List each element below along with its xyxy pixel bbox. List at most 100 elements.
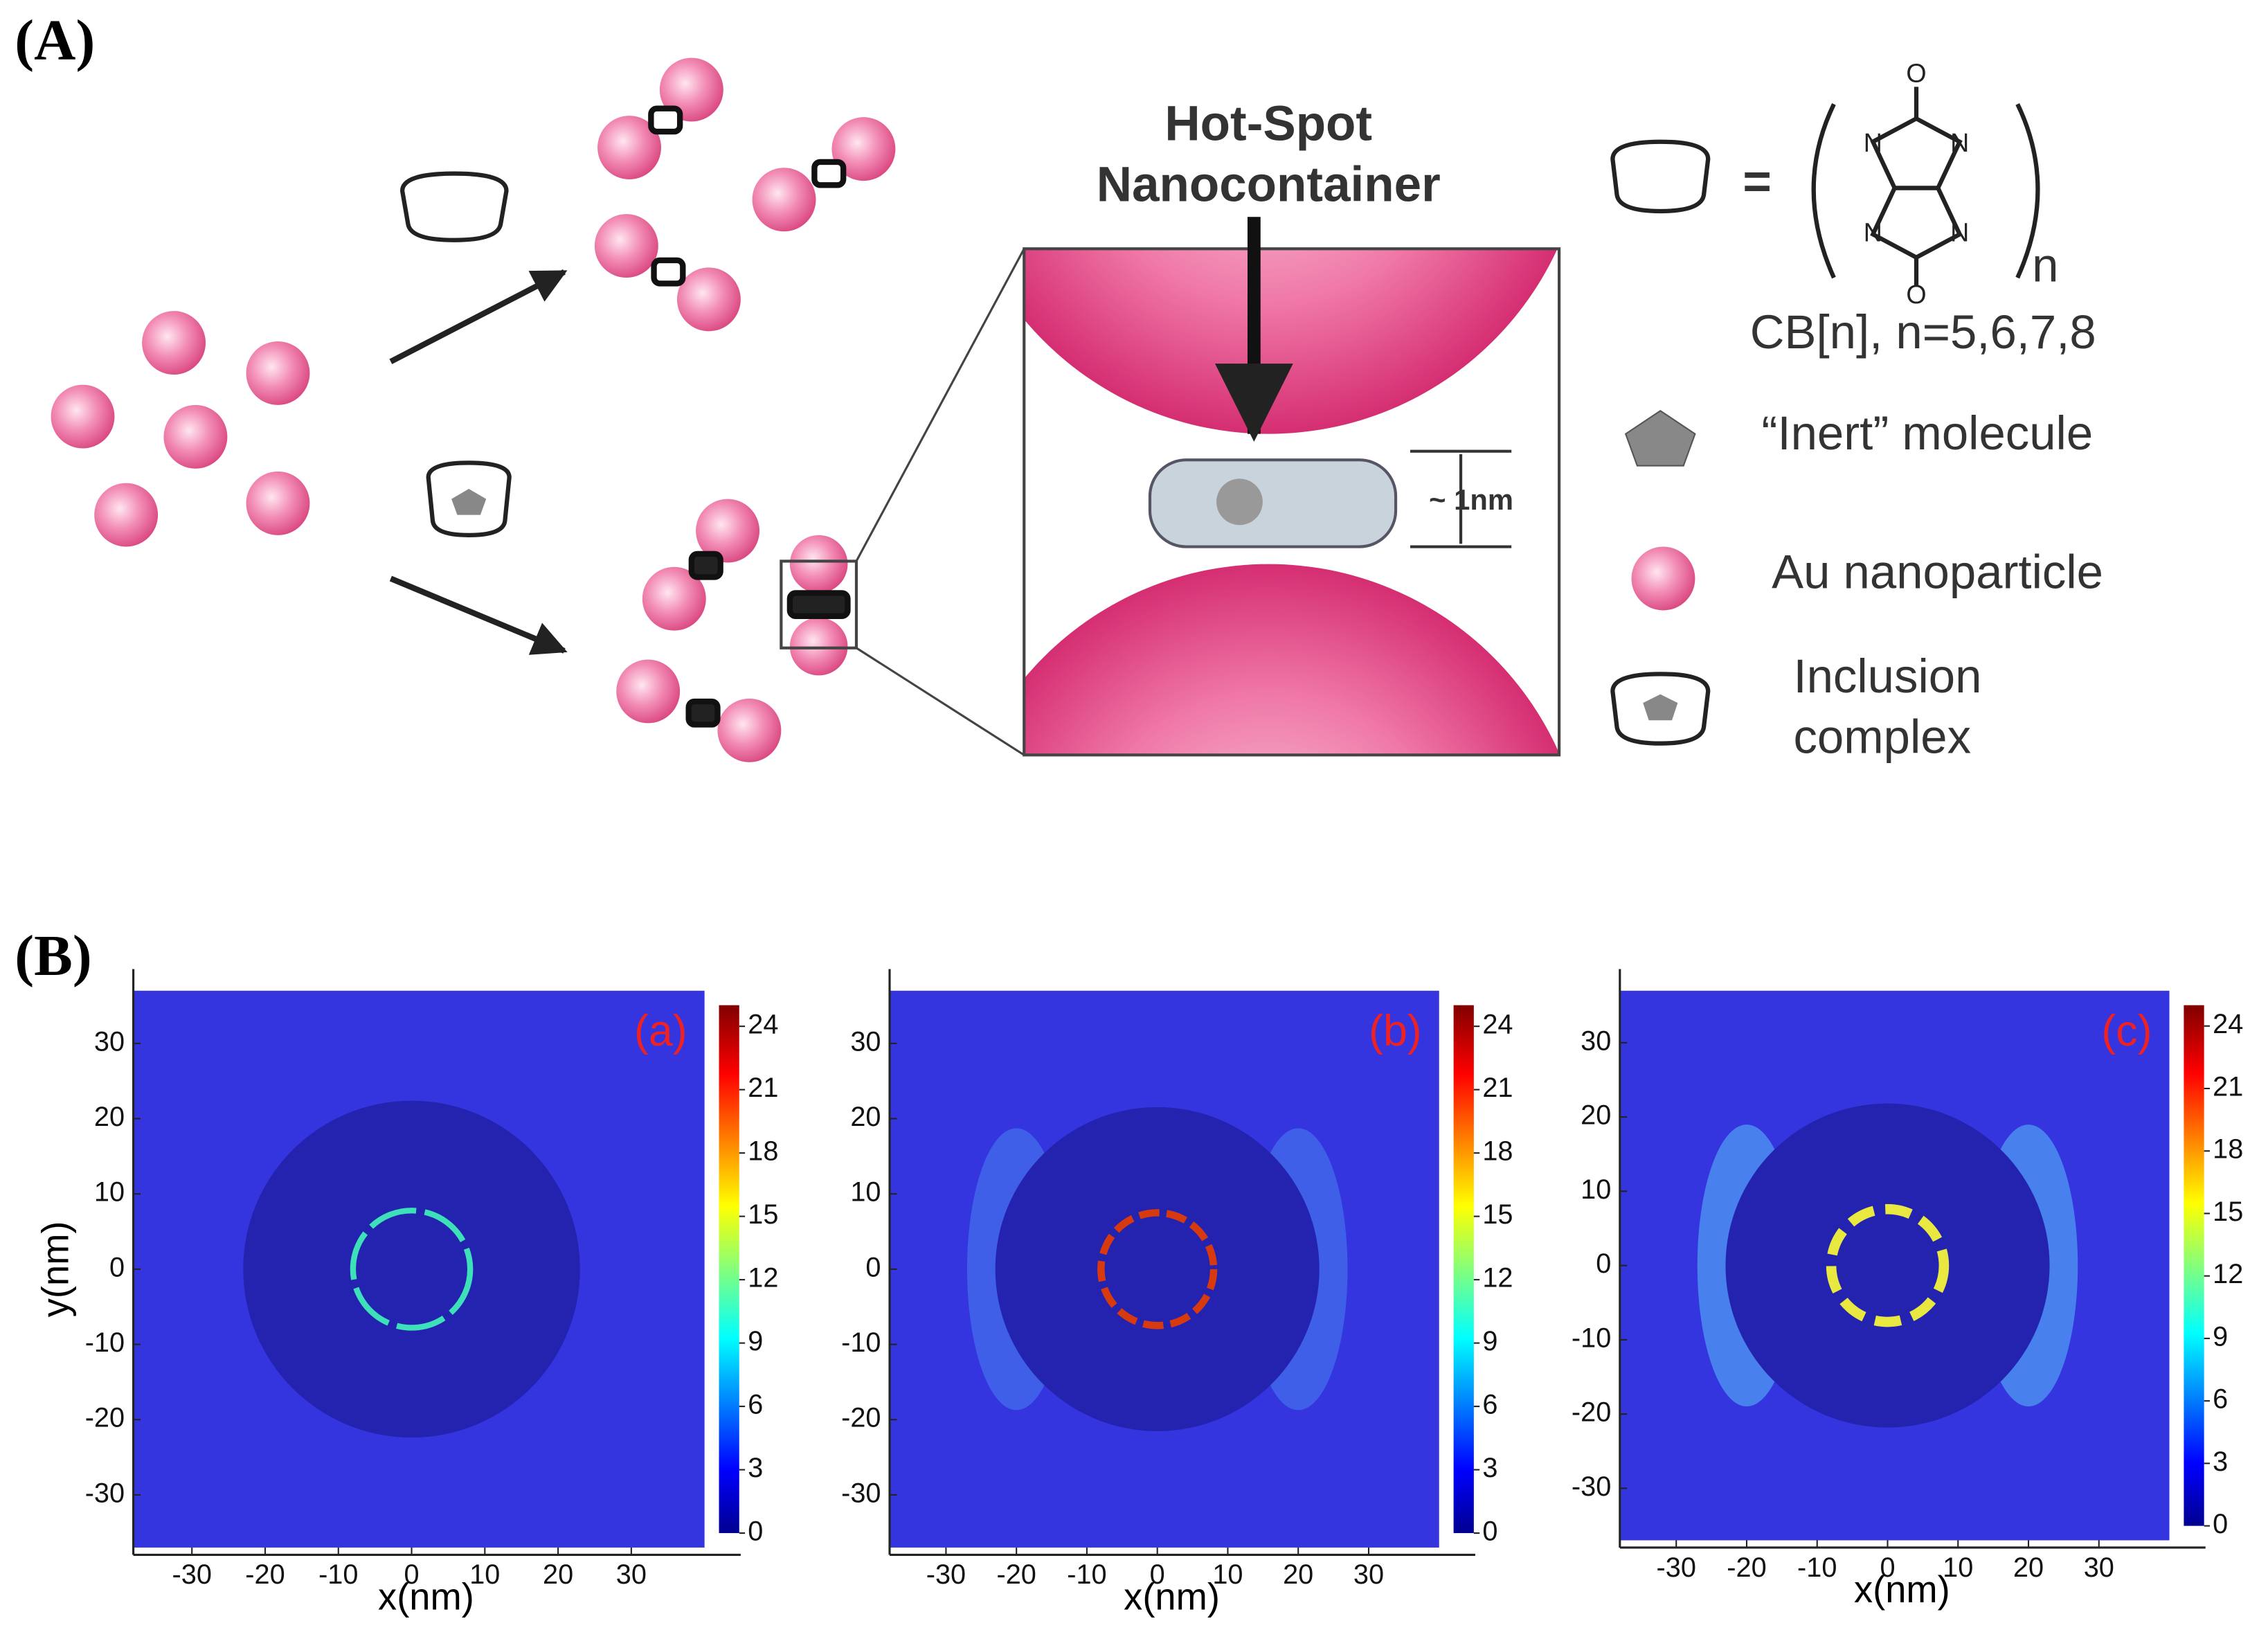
y-tick-label: 10 — [94, 1177, 125, 1208]
legend-icon — [1643, 694, 1678, 721]
x-tick-label: 30 — [1353, 1559, 1384, 1590]
y-tick-label: -20 — [1572, 1397, 1611, 1428]
legend-label: Au nanoparticle — [1772, 546, 2103, 599]
colorbar-tick-label: 21 — [2213, 1071, 2243, 1102]
colorbar-tick-label: 3 — [2213, 1447, 2228, 1477]
x-tick-label: -20 — [245, 1559, 285, 1590]
atom: N — [1864, 128, 1882, 157]
y-tick-label: -30 — [841, 1478, 881, 1508]
y-tick-label: -20 — [841, 1403, 881, 1433]
colorbar-tick-label: 18 — [2213, 1134, 2243, 1165]
colorbar-tick-label: 15 — [748, 1199, 778, 1230]
hotspot-ring — [1826, 1203, 1950, 1327]
zoom-box — [780, 559, 858, 650]
x-tick-label: -30 — [926, 1559, 966, 1590]
particle-core — [243, 1100, 580, 1438]
x-tick-label: -30 — [1657, 1552, 1696, 1583]
legend-label: complex — [1793, 710, 1971, 764]
zoom-view — [1024, 249, 1560, 755]
x-tick-label: 0 — [1880, 1552, 1895, 1583]
atom: N — [1950, 128, 1969, 157]
hotspot-title: Nanocontainer — [1097, 157, 1441, 212]
y-axis-label: y(nm) — [34, 1221, 76, 1317]
atom: O — [1906, 59, 1926, 88]
heatmap-plot: (b)-30 -20 -10 0 10 20 30-30-20-100102030x(nm)… — [841, 969, 1513, 1618]
cb-icons — [648, 105, 851, 728]
x-axis-label: x(nm) — [378, 1575, 474, 1618]
zoom-line — [855, 248, 1025, 562]
arrow — [389, 269, 568, 364]
zoom-frame — [1023, 247, 1561, 757]
gap-label: ~ 1nm — [1429, 483, 1513, 516]
hotspot-ring — [350, 1208, 474, 1331]
arrow — [389, 575, 568, 655]
colorbar-tick-label: 12 — [748, 1263, 778, 1293]
particle-core — [995, 1107, 1320, 1431]
x-tick-label: -10 — [318, 1559, 358, 1590]
colorbar-tick-label: 18 — [1482, 1136, 1513, 1167]
colorbar — [1453, 1005, 1474, 1534]
colorbar-tick-label: 24 — [2213, 1009, 2243, 1039]
colorbar-tick-label: 24 — [1482, 1010, 1513, 1040]
colorbar-tick-label: 6 — [748, 1390, 763, 1420]
formula-equals: = — [1743, 154, 1771, 209]
y-tick-label: -10 — [85, 1327, 125, 1358]
plots: (a)-30 -20 -10 0 10 20 30-30-20-100102030x(nm)… — [34, 969, 2243, 1618]
colorbar-tick-label: 21 — [1482, 1073, 1513, 1103]
gap-bracket — [1410, 449, 1512, 548]
cb-cup — [399, 171, 512, 537]
colorbar-tick-label: 6 — [1482, 1390, 1497, 1420]
y-tick-label: 20 — [94, 1102, 125, 1132]
colorbar-tick-label: 9 — [748, 1326, 763, 1356]
y-tick-label: 30 — [850, 1026, 881, 1057]
panel-label: (B) — [15, 924, 91, 988]
colorbar-tick-label: 12 — [1482, 1263, 1513, 1293]
y-tick-label: 10 — [1581, 1174, 1611, 1205]
y-tick-label: 30 — [1581, 1026, 1611, 1056]
hotspot-title: Hot-Spot — [1164, 97, 1372, 152]
y-tick-label: 0 — [1596, 1248, 1611, 1279]
colorbar-tick-label: 9 — [1482, 1326, 1497, 1356]
x-tick-label: 20 — [1283, 1559, 1313, 1590]
colorbar-tick-label: 0 — [2213, 1509, 2228, 1539]
x-tick-label: -20 — [996, 1559, 1036, 1590]
x-axis-label: x(nm) — [1854, 1568, 1950, 1611]
heatmap-plot: (c)-30 -20 -10 0 10 20 30-30-20-100102030x(nm)… — [1572, 969, 2243, 1611]
y-tick-label: -30 — [1572, 1471, 1611, 1502]
particles — [51, 57, 896, 762]
atoms: N N N N O O — [1864, 59, 1969, 310]
x-tick-label: -20 — [1727, 1552, 1766, 1583]
x-tick-label: 10 — [1212, 1559, 1243, 1590]
x-tick-label: 30 — [616, 1559, 647, 1590]
colorbar-tick-label: 0 — [748, 1516, 763, 1547]
colorbar-tick-label: 0 — [1482, 1516, 1497, 1547]
colorbar-tick-label: 24 — [748, 1010, 778, 1040]
x-tick-label: -30 — [172, 1559, 212, 1590]
particle-core — [1725, 1103, 2050, 1428]
atom: O — [1906, 280, 1926, 309]
x-axis-label: x(nm) — [1124, 1575, 1220, 1618]
cb-cup — [1610, 139, 1711, 214]
colorbar-tick-label: 3 — [1482, 1453, 1497, 1483]
plot-tag: (a) — [634, 1007, 687, 1055]
y-tick-label: -30 — [85, 1478, 125, 1508]
atom: N — [1950, 217, 1969, 247]
formula-structure — [1811, 87, 2040, 287]
colorbar-tick-label: 15 — [1482, 1199, 1513, 1230]
zoom-line — [856, 647, 1025, 756]
plot-tag: (b) — [1369, 1007, 1422, 1055]
y-tick-label: -20 — [85, 1403, 125, 1433]
x-tick-label: 10 — [469, 1559, 500, 1590]
formula-caption: CB[n], n=5,6,7,8 — [1750, 305, 2096, 359]
x-tick-label: 0 — [1150, 1559, 1165, 1590]
colorbar-tick-label: 15 — [2213, 1197, 2243, 1227]
x-tick-label: 0 — [404, 1559, 420, 1590]
x-tick-label: 20 — [2013, 1552, 2044, 1583]
atom: N — [1864, 217, 1882, 247]
legend-label: “Inert” molecule — [1762, 406, 2094, 460]
y-tick-label: 30 — [94, 1026, 125, 1057]
colorbar-tick-label: 6 — [2213, 1384, 2228, 1415]
legend-label: Inclusion — [1793, 650, 1981, 703]
colorbar-tick-label: 21 — [748, 1073, 778, 1103]
plot-tag: (c) — [2101, 1007, 2152, 1055]
